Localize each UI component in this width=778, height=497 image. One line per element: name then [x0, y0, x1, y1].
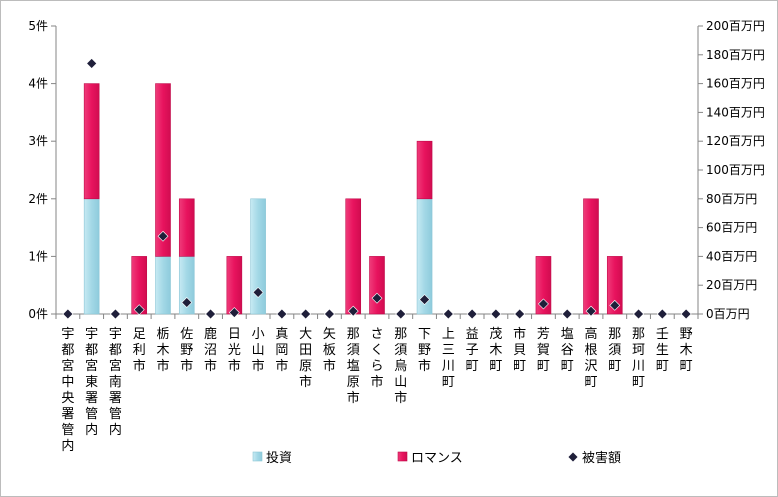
damage-marker [133, 304, 145, 316]
category-label: 日光市 [228, 327, 241, 374]
legend-damage-label: 被害額 [582, 450, 621, 466]
damage-marker [395, 308, 407, 320]
legend-damage-swatch [567, 451, 579, 463]
damage-marker [585, 305, 597, 317]
category-label: 芳賀町 [537, 327, 550, 374]
category-label: 小山市 [252, 327, 265, 374]
category-label: 那珂川町 [632, 327, 645, 390]
left-tick-label: 3件 [28, 134, 48, 148]
damage-marker [419, 294, 430, 306]
bar-romance [606, 256, 623, 315]
category-label: 上三川町 [442, 327, 455, 390]
damage-marker [252, 286, 264, 298]
damage-marker [347, 305, 359, 317]
damage-marker [561, 308, 573, 320]
legend: 投資 ロマンス 被害額 [252, 450, 621, 466]
category-labels: 宇都宮中央署管内宇都宮東署管内宇都宮南署管内足利市栃木市佐野市鹿沼市日光市小山市… [61, 326, 692, 454]
damage-marker [62, 308, 74, 320]
right-tick-label: 80百万円 [706, 192, 757, 206]
damage-marker [656, 308, 668, 320]
category-label: 塩谷町 [561, 327, 574, 374]
category-label: 壬生町 [656, 327, 669, 374]
category-label: 栃木市 [156, 327, 169, 374]
bar-romance [583, 198, 599, 315]
category-label: 下野市 [418, 327, 431, 374]
category-label: 矢板市 [323, 327, 336, 374]
category-label: 佐野市 [180, 327, 193, 374]
legend-romance-swatch [397, 451, 408, 462]
category-label: 大田原市 [299, 327, 312, 390]
damage-marker [110, 308, 121, 320]
tick-labels: 0件 1件 2件 3件 4件 5件 0百万円 20百万円 40百万円 60百万円 80百万円 100百… [28, 19, 765, 321]
bar-romance [226, 256, 243, 315]
damage-marker [609, 299, 621, 311]
category-label: 茂木町 [489, 327, 502, 374]
right-tick-label: 160百万円 [706, 77, 765, 91]
damage-marker [228, 307, 240, 318]
damage-marker [86, 58, 98, 69]
damage-marker [633, 308, 644, 320]
right-tick-label: 60百万円 [706, 221, 757, 235]
category-label: 真岡市 [275, 327, 288, 374]
damage-marker [157, 230, 169, 242]
bar-romance [369, 256, 385, 315]
category-label: 野木町 [680, 327, 693, 374]
right-tick-label: 140百万円 [706, 105, 765, 119]
left-tick-label: 5件 [28, 19, 48, 33]
category-label: 高根沢町 [584, 326, 597, 390]
right-tick-label: 20百万円 [706, 278, 757, 292]
damage-marker [300, 308, 312, 320]
damage-marker [680, 308, 692, 320]
category-label: 市貝町 [513, 326, 526, 374]
bar-romance [83, 83, 100, 200]
category-label: 宇都宮中央署管内 [61, 327, 74, 454]
bar-investment [155, 256, 171, 315]
damage-marker [324, 308, 335, 320]
damage-marker [538, 298, 549, 310]
bar-investment [83, 198, 100, 315]
bar-romance [535, 256, 552, 315]
category-label: 那須塩原市 [347, 327, 360, 406]
category-label: 益子町 [466, 327, 479, 374]
damage-marker [276, 308, 288, 320]
left-tick-label: 2件 [28, 192, 48, 206]
bars [83, 83, 623, 315]
legend-romance-label: ロマンス [411, 451, 463, 466]
right-tick-label: 180百万円 [706, 48, 765, 62]
bar-investment [250, 198, 266, 315]
category-label: 宇都宮東署管内 [85, 327, 98, 438]
category-label: 那須烏山市 [394, 327, 407, 406]
bar-romance [345, 198, 362, 315]
damage-marker [442, 308, 454, 320]
damage-marker [490, 308, 502, 320]
damage-marker [466, 308, 478, 320]
right-tick-label: 120百万円 [706, 134, 765, 148]
right-tick-label: 200百万円 [706, 19, 765, 33]
legend-investment-swatch [252, 451, 263, 462]
damage-markers [62, 58, 692, 320]
category-label: さくら市 [370, 327, 383, 390]
legend-investment-label: 投資 [266, 450, 292, 466]
category-label: 鹿沼市 [204, 326, 217, 374]
right-tick-label: 0百万円 [706, 307, 750, 321]
right-tick-label: 40百万円 [706, 249, 757, 263]
damage-marker [181, 297, 193, 308]
damage-marker [205, 308, 216, 320]
right-tick-label: 100百万円 [706, 163, 765, 177]
category-label: 足利市 [133, 327, 146, 374]
category-label: 宇都宮南署管内 [109, 327, 122, 438]
damage-marker [514, 308, 526, 320]
left-tick-label: 0件 [28, 307, 48, 321]
damage-marker [371, 292, 383, 304]
bar-romance [178, 198, 195, 257]
category-label: 那須町 [608, 327, 621, 374]
bar-romance [155, 83, 171, 257]
bar-romance [416, 140, 433, 200]
left-tick-label: 4件 [28, 77, 48, 91]
left-tick-label: 1件 [28, 249, 48, 263]
